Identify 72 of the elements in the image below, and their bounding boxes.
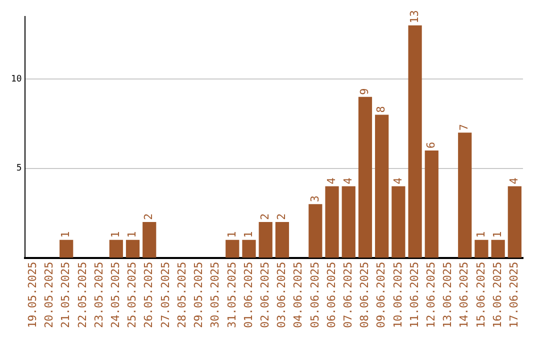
data-label: 2 — [142, 213, 156, 220]
data-label: 2 — [275, 213, 288, 220]
data-label: 4 — [508, 177, 521, 184]
x-tick-label: 06.06.2025 — [324, 262, 338, 328]
x-tick-label: 07.06.2025 — [341, 262, 354, 328]
bar — [424, 150, 438, 258]
bar — [508, 186, 522, 258]
x-tick-label: 17.06.2025 — [508, 262, 521, 328]
bar — [308, 204, 322, 258]
data-label: 1 — [242, 231, 255, 238]
bar — [474, 240, 488, 258]
bar — [458, 132, 472, 258]
bar — [358, 96, 372, 258]
data-label: 4 — [341, 177, 354, 184]
bar — [342, 186, 356, 258]
x-tick-label: 16.06.2025 — [490, 262, 504, 328]
data-label: 1 — [490, 231, 504, 238]
x-tick-label: 12.06.2025 — [424, 262, 438, 328]
bar — [275, 222, 290, 258]
data-label: 1 — [126, 231, 139, 238]
bar — [408, 25, 422, 258]
x-tick-label: 14.06.2025 — [458, 262, 471, 328]
data-label: 1 — [59, 231, 72, 238]
data-label: 13 — [408, 10, 421, 24]
y-tick-label: 5 — [16, 164, 22, 174]
x-tick-label: 21.05.2025 — [59, 262, 72, 328]
x-tick-label: 04.06.2025 — [292, 262, 305, 328]
x-tick-label: 09.06.2025 — [374, 262, 388, 328]
x-tick-label: 28.05.2025 — [175, 262, 188, 328]
x-tick-label: 29.05.2025 — [192, 262, 206, 328]
x-tick-label: 02.06.2025 — [258, 262, 272, 328]
data-label: 2 — [258, 213, 272, 220]
x-tick-label: 13.06.2025 — [441, 262, 454, 328]
bar — [142, 222, 156, 258]
bar — [258, 222, 272, 258]
x-tick-label: 27.05.2025 — [158, 262, 172, 328]
bar — [242, 240, 256, 258]
data-label: 7 — [458, 124, 471, 131]
x-tick-label: 31.05.2025 — [225, 262, 238, 328]
bar — [392, 186, 406, 258]
bar — [109, 240, 123, 258]
bar — [60, 240, 74, 258]
bar — [126, 240, 140, 258]
data-label: 3 — [308, 196, 322, 202]
y-tick-label: 10 — [10, 74, 22, 84]
x-tick-label: 08.06.2025 — [358, 262, 372, 328]
x-tick-label: 22.05.2025 — [76, 262, 89, 328]
x-tick-label: 25.05.2025 — [126, 262, 139, 328]
data-label: 1 — [225, 231, 238, 238]
data-label: 1 — [109, 231, 122, 238]
bar — [491, 240, 505, 258]
data-label: 4 — [391, 177, 404, 184]
x-tick-label: 24.05.2025 — [109, 262, 122, 328]
x-tick-label: 26.05.2025 — [142, 262, 156, 328]
x-tick-label: 20.05.2025 — [42, 262, 56, 328]
x-tick-label: 23.05.2025 — [92, 262, 106, 328]
data-label: 1 — [474, 231, 488, 238]
bar — [226, 240, 240, 258]
x-tick-label: 15.06.2025 — [474, 262, 488, 328]
bar — [325, 186, 339, 258]
x-tick-label: 01.06.2025 — [242, 262, 255, 328]
x-tick-label: 03.06.2025 — [275, 262, 288, 328]
x-tick-label: 19.05.2025 — [26, 262, 39, 328]
data-label: 9 — [358, 88, 372, 95]
data-label: 6 — [424, 142, 438, 148]
x-tick-label: 10.06.2025 — [391, 262, 404, 328]
data-label: 4 — [324, 177, 338, 184]
data-label: 8 — [374, 106, 388, 113]
bar — [375, 114, 389, 258]
x-tick-label: 30.05.2025 — [208, 262, 222, 328]
x-tick-label: 11.06.2025 — [408, 262, 421, 328]
x-tick-label: 05.06.2025 — [308, 262, 322, 328]
